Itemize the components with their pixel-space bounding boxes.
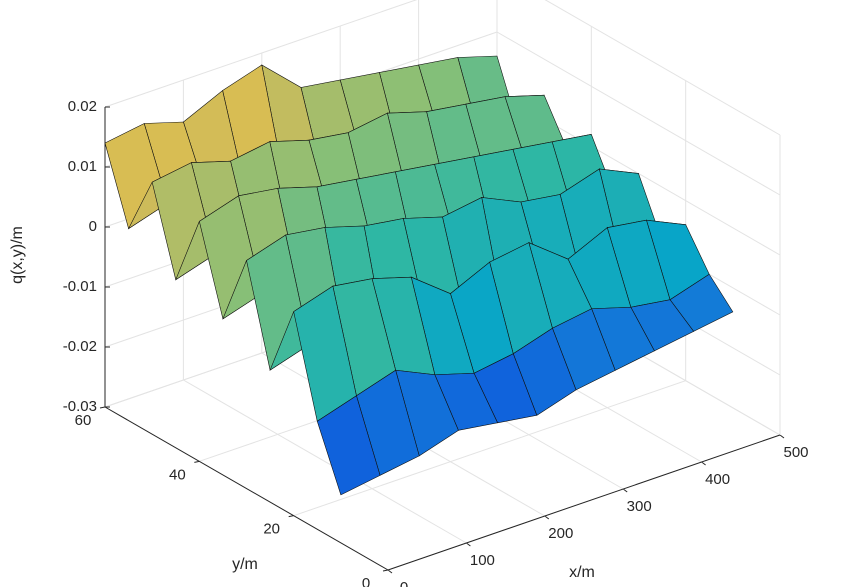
x-tick [779,434,785,439]
grid-line [183,379,467,544]
z-axis-label: q(x,y)/m [9,226,26,284]
y-tick-label: 60 [75,412,92,429]
axis-line [387,434,781,571]
y-tick-label: 0 [362,575,370,587]
x-axis-label: x/m [569,564,595,581]
y-tick-label: 40 [169,466,186,483]
x-tick-label: 0 [400,579,408,587]
y-axis-label: y/m [232,556,258,573]
x-tick-label: 500 [783,444,808,461]
x-tick [701,461,706,466]
y-tick [194,460,200,463]
grid-line [104,0,418,108]
x-tick-label: 300 [627,498,652,515]
x-tick-label: 400 [705,471,730,488]
surface-cell [316,395,381,496]
axis-line [104,406,389,571]
z-tick-label: -0.01 [63,278,97,295]
x-tick [622,488,628,493]
z-tick-label: -0.03 [63,398,97,415]
z-tick-label: -0.02 [63,338,97,355]
z-tick-label: 0 [89,218,97,235]
y-tick [382,569,389,572]
x-tick-label: 200 [548,525,573,542]
grid-line [496,31,781,196]
z-tick-label: 0.02 [68,98,97,115]
y-tick-label: 20 [263,521,280,538]
x-tick [466,542,471,547]
y-tick [99,406,106,409]
grid-line [544,0,781,136]
y-tick [288,515,294,518]
x-tick [544,515,550,520]
grid-line [293,380,686,517]
x-tick-label: 100 [470,552,495,569]
z-tick-label: 0.01 [68,158,97,175]
x-tick [387,569,393,574]
